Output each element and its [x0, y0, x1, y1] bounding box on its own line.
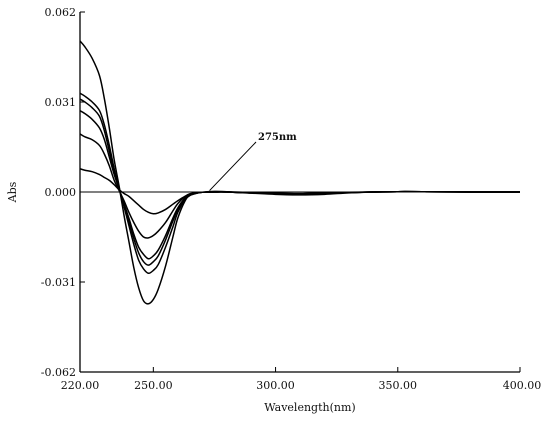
- x-tick-label: 250.00: [134, 379, 173, 392]
- annotation-layer: 275nm: [209, 132, 297, 191]
- y-tick-label: 0.031: [45, 96, 77, 109]
- series-layer: [79, 40, 521, 305]
- annotation-leader-line: [209, 141, 257, 191]
- annotation-label: 275nm: [258, 132, 297, 143]
- y-tick-label: -0.031: [41, 276, 76, 289]
- spectrum-series-line-2: [79, 133, 521, 239]
- x-axis-title: Wavelength(nm): [264, 401, 355, 414]
- spectrum-series-line-5: [79, 92, 521, 275]
- y-axis-title: Abs: [6, 181, 19, 203]
- spectrum-series-line-4: [79, 98, 521, 266]
- y-tick-label: 0.000: [45, 186, 77, 199]
- spectrum-series-line-6: [79, 40, 521, 305]
- x-tick-label: 400.00: [503, 379, 542, 392]
- x-tick-label: 220.00: [61, 379, 100, 392]
- y-tick-label: -0.062: [41, 366, 76, 379]
- y-tick-label: 0.062: [45, 6, 77, 19]
- x-tick-label: 350.00: [379, 379, 418, 392]
- x-tick-label: 300.00: [256, 379, 295, 392]
- spectrum-series-line-3: [79, 110, 521, 260]
